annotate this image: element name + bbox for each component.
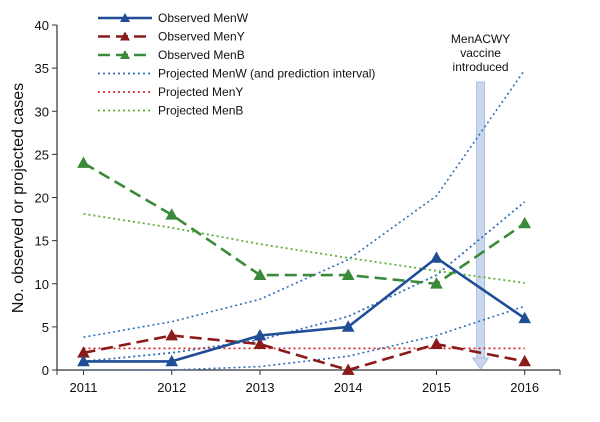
x-tick-label: 2012 <box>157 380 186 395</box>
series-projected-menw-and-prediction-interval <box>83 69 526 371</box>
axes: 0 5 10 15 20 25 30 35 40 2011 2012 2013 2014 2015 2016 <box>35 18 561 395</box>
legend-item: Projected MenW (and prediction interval) <box>98 67 375 81</box>
x-tick-label: 2013 <box>246 380 275 395</box>
data-point <box>341 320 355 332</box>
y-tick-label: 20 <box>35 191 49 206</box>
y-tick-label: 40 <box>35 18 49 33</box>
data-point <box>253 268 267 281</box>
legend-label: Projected MenW (and prediction interval) <box>158 67 375 81</box>
legend-swatch-marker <box>120 31 130 41</box>
data-point <box>430 277 443 289</box>
series-observed-meny <box>77 328 532 375</box>
legend-item: Observed MenY <box>98 30 245 44</box>
data-point <box>165 328 179 341</box>
legend-label: Projected MenY <box>158 85 243 99</box>
x-tick-label: 2011 <box>69 380 97 395</box>
data-point <box>253 337 267 350</box>
legend-item: Observed MenW <box>98 11 249 25</box>
y-tick-label: 35 <box>35 61 49 76</box>
y-tick-label: 10 <box>35 277 49 292</box>
data-point <box>77 354 90 367</box>
legend-swatch-marker <box>120 13 130 22</box>
data-point <box>518 354 532 367</box>
data-point <box>165 354 179 367</box>
legend-item: Projected MenY <box>98 85 243 99</box>
data-point <box>430 337 443 350</box>
legend-label: Observed MenW <box>158 11 249 25</box>
prediction-interval-upper <box>83 69 526 338</box>
vaccine-annotation-line: vaccine <box>460 46 501 60</box>
legend-label: Observed MenB <box>158 48 245 62</box>
series-line <box>83 334 525 372</box>
series-layer <box>77 69 532 375</box>
legend-swatch-marker <box>120 50 130 59</box>
legend-item: Projected MenB <box>98 104 243 118</box>
data-point <box>518 311 532 324</box>
y-tick-label: 25 <box>35 147 49 162</box>
series-line <box>82 161 526 286</box>
vaccine-annotation-line: introduced <box>453 60 509 74</box>
data-point <box>341 363 355 375</box>
vaccine-arrow-head <box>471 357 490 370</box>
series-observed-menb <box>77 156 532 289</box>
data-point <box>518 216 532 229</box>
legend-label: Projected MenB <box>158 104 243 118</box>
series-line <box>83 256 526 363</box>
legend-label: Observed MenY <box>158 30 245 44</box>
x-tick-label: 2016 <box>510 380 539 395</box>
legend: Observed MenW Observed MenY Observed MenB P… <box>98 11 375 118</box>
data-point <box>430 251 443 263</box>
y-tick-label: 0 <box>42 363 49 378</box>
y-tick-label: 5 <box>42 320 49 335</box>
vaccine-annotation-line: MenACWY <box>451 32 510 46</box>
data-point <box>77 156 90 168</box>
vaccine-arrow-shaft <box>476 81 486 361</box>
y-tick-label: 15 <box>35 234 49 249</box>
legend-item: Observed MenB <box>98 48 245 62</box>
data-point <box>341 268 355 281</box>
y-tick-label: 30 <box>35 104 49 119</box>
y-axis-title: No. observed or projected cases <box>10 83 27 313</box>
x-tick-label: 2015 <box>422 380 451 395</box>
series-line <box>83 201 526 363</box>
prediction-interval-lower <box>83 305 525 371</box>
data-point <box>253 328 267 341</box>
x-tick-label: 2014 <box>334 380 363 395</box>
series-observed-menw <box>77 251 532 367</box>
data-point <box>165 208 179 220</box>
